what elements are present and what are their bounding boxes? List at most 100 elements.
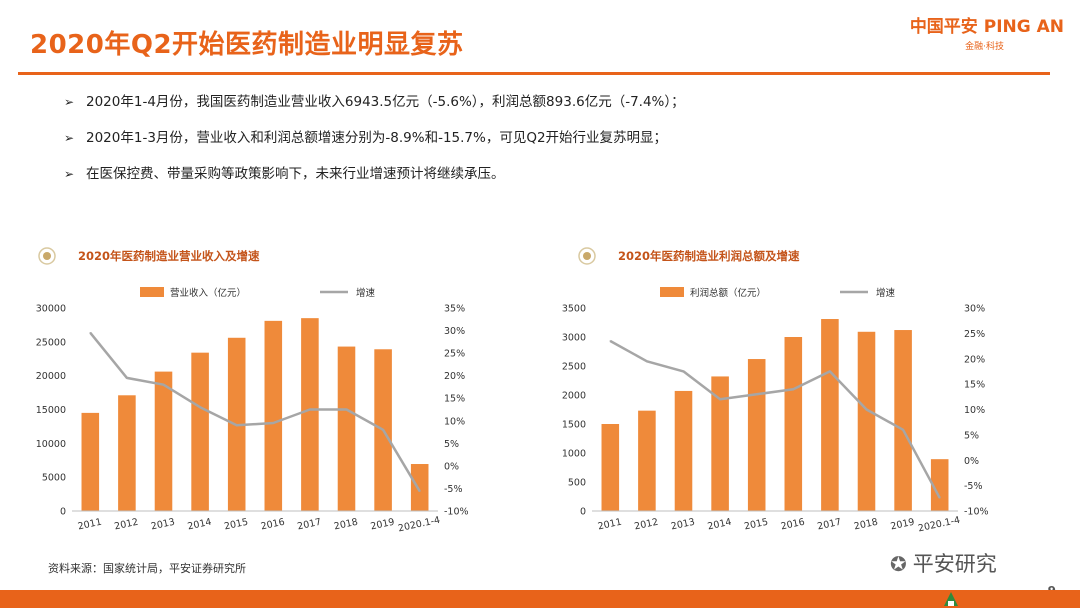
y2-tick-label: 10% bbox=[444, 416, 465, 427]
profit-chart: 利润总额（亿元） 增速 0 500 1000 1500 2000 2500 3000 3500 -1… bbox=[562, 287, 989, 535]
x-tick-label: 2020.1-4 bbox=[917, 515, 961, 535]
bar bbox=[784, 337, 803, 511]
bullet-text: 2020年1-4月份，我国医药制造业营业收入6943.5亿元（-5.6%），利润… bbox=[86, 94, 685, 110]
x-tick-label: 2014 bbox=[187, 517, 213, 533]
x-tick-label: 2017 bbox=[816, 517, 842, 533]
y-tick-label: 30000 bbox=[36, 304, 66, 315]
y-tick-label: 25000 bbox=[36, 337, 66, 348]
y-tick-label: 3500 bbox=[562, 304, 586, 315]
growth-point bbox=[418, 490, 421, 492]
revenue-chart: 营业收入（亿元） 增速 0 5000 10000 15000 20000 25000 30000… bbox=[36, 287, 469, 534]
legend-line-label: 增速 bbox=[356, 287, 376, 299]
x-tick-label: 2012 bbox=[113, 517, 139, 533]
growth-point bbox=[235, 424, 238, 427]
growth-point bbox=[382, 429, 384, 431]
source-note: 资料来源：国家统计局，平安证券研究所 bbox=[48, 562, 246, 575]
growth-point bbox=[309, 408, 311, 411]
bar bbox=[674, 390, 693, 511]
growth-line bbox=[609, 339, 941, 499]
x-tick-label: 2015 bbox=[743, 517, 769, 533]
growth-point bbox=[609, 340, 612, 342]
arrow-bullet-icon: ➢ bbox=[64, 167, 75, 181]
bullet-text: 2020年1-3月份，营业收入和利润总额增速分别为-8.9%和-15.7%，可见… bbox=[86, 130, 668, 146]
growth-point bbox=[345, 408, 348, 411]
growth-point bbox=[89, 332, 92, 334]
x-tick-label: 2019 bbox=[890, 517, 916, 533]
growth-point bbox=[792, 388, 795, 390]
wechat-icon: ✪ bbox=[890, 552, 907, 576]
x-tick-label: 2017 bbox=[296, 517, 322, 533]
y2-tick-label: 30% bbox=[964, 304, 985, 315]
x-tick-label: 2014 bbox=[707, 517, 733, 533]
y2-tick-label: 25% bbox=[444, 349, 465, 360]
y-tick-label: 10000 bbox=[36, 439, 66, 450]
bullet-text: 在医保控费、带量采购等政策影响下，未来行业增速预计将继续承压。 bbox=[86, 166, 505, 182]
logo-sub-text: 金融·科技 bbox=[965, 42, 1004, 52]
bar bbox=[410, 464, 429, 511]
y-tick-label: 3000 bbox=[562, 333, 586, 344]
bar bbox=[821, 319, 839, 511]
y2-tick-label: 30% bbox=[444, 326, 465, 337]
growth-point bbox=[646, 360, 648, 363]
growth-point bbox=[162, 383, 165, 386]
bullet-item: ➢ 2020年1-3月份，营业收入和利润总额增速分别为-8.9%和-15.7%，可… bbox=[64, 126, 685, 162]
growth-point bbox=[199, 406, 201, 409]
y2-tick-label: 0% bbox=[964, 456, 979, 467]
bullet-item: ➢ 2020年1-4月份，我国医药制造业营业收入6943.5亿元（-5.6%），利… bbox=[64, 90, 685, 126]
x-tick-label: 2013 bbox=[150, 517, 176, 533]
legend-bar-swatch bbox=[660, 287, 684, 297]
watermark: ✪ 平安研究 bbox=[890, 548, 997, 578]
bar bbox=[601, 424, 620, 511]
bar bbox=[301, 318, 319, 511]
x-tick-label: 2018 bbox=[333, 517, 359, 533]
y2-tick-label: 20% bbox=[444, 371, 465, 382]
x-tick-label: 2013 bbox=[670, 517, 696, 533]
y2-tick-label: -5% bbox=[444, 484, 463, 495]
growth-point bbox=[272, 422, 275, 424]
x-tick-label: 2016 bbox=[260, 517, 286, 533]
bar bbox=[337, 346, 356, 511]
y-tick-label: 1000 bbox=[562, 449, 586, 460]
y2-tick-label: -10% bbox=[964, 507, 989, 518]
bar bbox=[930, 459, 949, 511]
x-tick-label: 2011 bbox=[597, 517, 623, 533]
y-tick-label: 20000 bbox=[36, 371, 66, 382]
y-tick-label: 2000 bbox=[562, 391, 586, 402]
y2-tick-label: 35% bbox=[444, 304, 465, 315]
bar bbox=[894, 330, 912, 511]
bar bbox=[857, 331, 876, 511]
growth-point bbox=[829, 370, 831, 373]
bar bbox=[264, 320, 283, 511]
tree-logo-icon bbox=[944, 592, 958, 606]
x-tick-label: 2019 bbox=[370, 517, 396, 533]
y2-tick-label: 0% bbox=[444, 461, 459, 472]
arrow-bullet-icon: ➢ bbox=[64, 131, 75, 145]
growth-line bbox=[89, 332, 421, 492]
legend-bar-label: 利润总额（亿元） bbox=[690, 287, 766, 299]
legend-line-label: 增速 bbox=[876, 287, 896, 299]
y-tick-label: 15000 bbox=[36, 405, 66, 416]
legend-bar-swatch bbox=[140, 287, 164, 297]
page-title: 2020年Q2开始医药制造业明显复苏 bbox=[30, 30, 464, 60]
bar bbox=[638, 410, 656, 511]
y2-tick-label: -5% bbox=[964, 481, 983, 492]
watermark-text: 平安研究 bbox=[912, 552, 997, 576]
logo-main-text: 中国平安 PING AN bbox=[909, 17, 1064, 37]
y2-tick-label: 5% bbox=[964, 430, 979, 441]
x-tick-label: 2016 bbox=[780, 517, 806, 533]
pingan-logo: 中国平安 PING AN 金融·科技 bbox=[910, 12, 1064, 52]
growth-point bbox=[755, 393, 758, 396]
x-tick-label: 2015 bbox=[223, 517, 249, 533]
growth-point bbox=[682, 370, 685, 373]
bullet-list: ➢ 2020年1-4月份，我国医药制造业营业收入6943.5亿元（-5.6%），利… bbox=[64, 90, 685, 198]
y2-tick-label: 5% bbox=[444, 439, 459, 450]
y2-tick-label: 25% bbox=[964, 329, 985, 340]
y-tick-label: 1500 bbox=[562, 420, 586, 431]
legend-bar-label: 营业收入（亿元） bbox=[170, 287, 246, 299]
bar bbox=[191, 352, 209, 511]
growth-point bbox=[719, 398, 721, 401]
y2-tick-label: 20% bbox=[964, 354, 985, 365]
y2-tick-label: 15% bbox=[444, 394, 465, 405]
x-tick-label: 2012 bbox=[633, 517, 659, 533]
title-divider bbox=[18, 72, 1050, 75]
